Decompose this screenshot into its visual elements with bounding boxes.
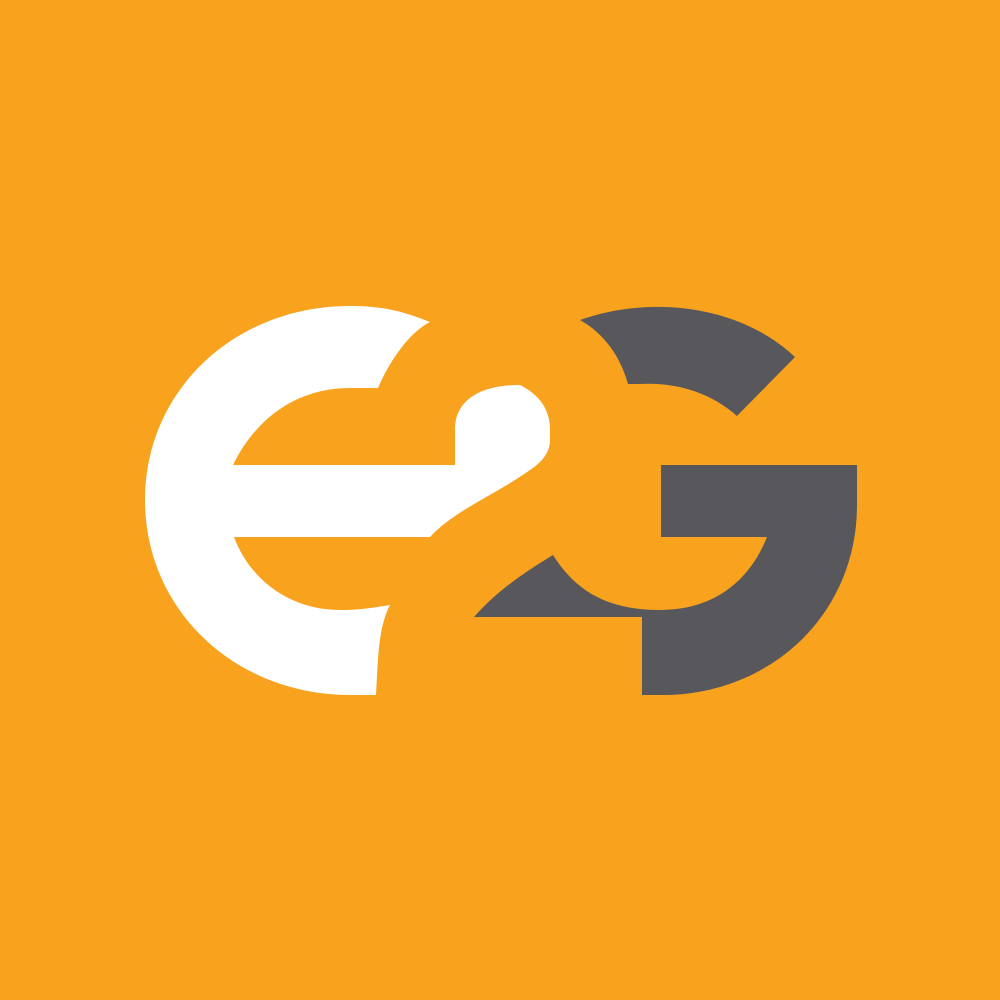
e-letter: [145, 306, 550, 695]
e-letter-shape: [145, 306, 550, 695]
g-letter: [474, 306, 857, 695]
g-letter-shape: [474, 306, 857, 695]
